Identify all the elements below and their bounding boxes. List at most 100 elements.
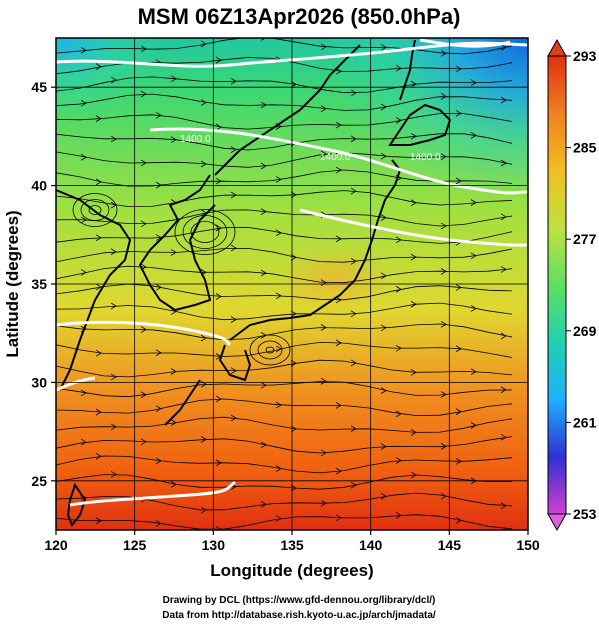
streamline-eddy xyxy=(88,205,102,215)
streamline xyxy=(56,455,513,474)
streamline-arrow xyxy=(215,123,222,131)
streamline-arrow xyxy=(395,285,402,293)
streamline-arrow xyxy=(170,368,177,375)
streamline-arrow xyxy=(290,359,297,367)
streamline-arrow xyxy=(500,386,507,394)
streamline-arrow xyxy=(200,436,207,443)
streamline-arrow xyxy=(230,191,237,199)
streamline-arrow xyxy=(395,512,402,519)
streamline-arrow xyxy=(455,65,462,73)
streamline-arrow xyxy=(140,220,147,228)
y-tick-label: 45 xyxy=(31,79,47,95)
plot-area: 1400.0 1400.0 1400.0 xyxy=(56,38,528,530)
streamline-arrow xyxy=(140,391,147,399)
y-tick-label: 30 xyxy=(31,374,47,390)
x-axis: 120 125 130 135 140 145 150 xyxy=(44,530,540,553)
streamline-arrow xyxy=(335,67,342,75)
streamlines xyxy=(56,38,513,530)
streamline-arrow xyxy=(290,254,297,261)
streamline-arrow xyxy=(80,389,87,397)
streamline-arrow xyxy=(380,443,387,450)
streamline-arrow xyxy=(230,414,237,422)
streamline-arrow xyxy=(110,423,117,431)
streamline-arrow xyxy=(335,402,342,409)
contour-label: 1400.0 xyxy=(410,152,441,163)
streamline xyxy=(56,283,513,301)
streamline-arrow xyxy=(350,135,357,143)
streamline-arrow xyxy=(440,93,447,100)
streamline-arrow xyxy=(275,401,282,409)
streamline xyxy=(56,492,513,511)
streamline-arrow xyxy=(80,269,87,276)
streamline-arrow xyxy=(320,449,327,457)
streamline-arrow xyxy=(215,395,222,403)
cool-region-northwest xyxy=(56,38,216,158)
streamline-arrow xyxy=(380,387,387,394)
streamline-arrow xyxy=(440,443,447,450)
streamline-arrow xyxy=(455,177,462,185)
streamline-arrow xyxy=(440,268,447,275)
streamline-arrow xyxy=(95,115,102,122)
streamline-arrow xyxy=(380,103,387,111)
y-axis-label: Latitude (degrees) xyxy=(3,210,22,357)
streamline-arrow xyxy=(320,279,327,286)
streamline-arrow xyxy=(350,89,357,97)
streamline-arrow xyxy=(95,517,102,525)
streamline-arrow xyxy=(155,405,162,413)
streamline-arrow xyxy=(80,99,87,107)
streamline-arrow xyxy=(395,64,402,72)
x-tick-label: 120 xyxy=(44,537,68,553)
streamline-arrow xyxy=(95,178,102,186)
streamline-arrow xyxy=(500,213,507,221)
streamline-arrow xyxy=(260,381,267,389)
streamline-arrow xyxy=(320,499,327,507)
x-tick-label: 125 xyxy=(123,537,147,553)
streamline-arrow xyxy=(290,81,297,88)
coastline-honshu xyxy=(229,159,402,341)
coastline-korea xyxy=(138,174,216,312)
streamline-arrow xyxy=(170,481,177,488)
streamline-arrow xyxy=(470,132,477,139)
streamline-arrow xyxy=(170,75,177,83)
colorbar-ticks: 293 285 277 269 261 253 xyxy=(566,48,597,522)
streamline xyxy=(56,169,513,187)
streamline-arrow xyxy=(470,305,477,312)
colorbar-tick-label: 293 xyxy=(573,48,597,64)
streamline xyxy=(56,209,513,227)
streamline-arrow xyxy=(110,470,117,478)
streamline-arrow xyxy=(440,153,447,161)
streamline-arrow xyxy=(80,216,87,224)
colorbar-tick-label: 277 xyxy=(573,231,597,247)
streamline-arrow xyxy=(335,121,342,129)
streamline-arrow xyxy=(455,345,462,353)
streamline-arrow xyxy=(275,176,282,183)
streamline-arrow xyxy=(410,368,417,376)
streamline-arrow xyxy=(455,457,462,465)
warm-region-japan xyxy=(280,245,390,315)
coastline-taiwan xyxy=(66,482,87,527)
x-tick-label: 150 xyxy=(516,537,540,553)
contour-label: 1400.0 xyxy=(180,134,211,145)
streamline-arrow xyxy=(395,410,402,418)
y-tick-label: 40 xyxy=(31,178,47,194)
streamline-arrow xyxy=(95,452,102,460)
streamline-arrow xyxy=(95,283,102,291)
streamline-arrow xyxy=(290,191,297,199)
streamline xyxy=(56,416,513,433)
streamline-arrow xyxy=(380,214,387,221)
x-tick-label: 140 xyxy=(359,537,383,553)
streamline-eddy xyxy=(72,193,118,227)
streamline-arrow xyxy=(500,96,507,104)
height-contour xyxy=(149,127,528,195)
streamline-arrow xyxy=(275,515,282,522)
streamline xyxy=(56,93,513,111)
streamline xyxy=(56,190,513,207)
streamline-arrow xyxy=(95,63,102,70)
streamline-arrow xyxy=(440,50,447,57)
streamline-eddy xyxy=(190,221,220,243)
streamline-arrow xyxy=(200,99,207,106)
y-tick-label: 25 xyxy=(31,473,47,489)
streamline xyxy=(56,474,513,490)
streamline-eddy xyxy=(249,334,291,366)
